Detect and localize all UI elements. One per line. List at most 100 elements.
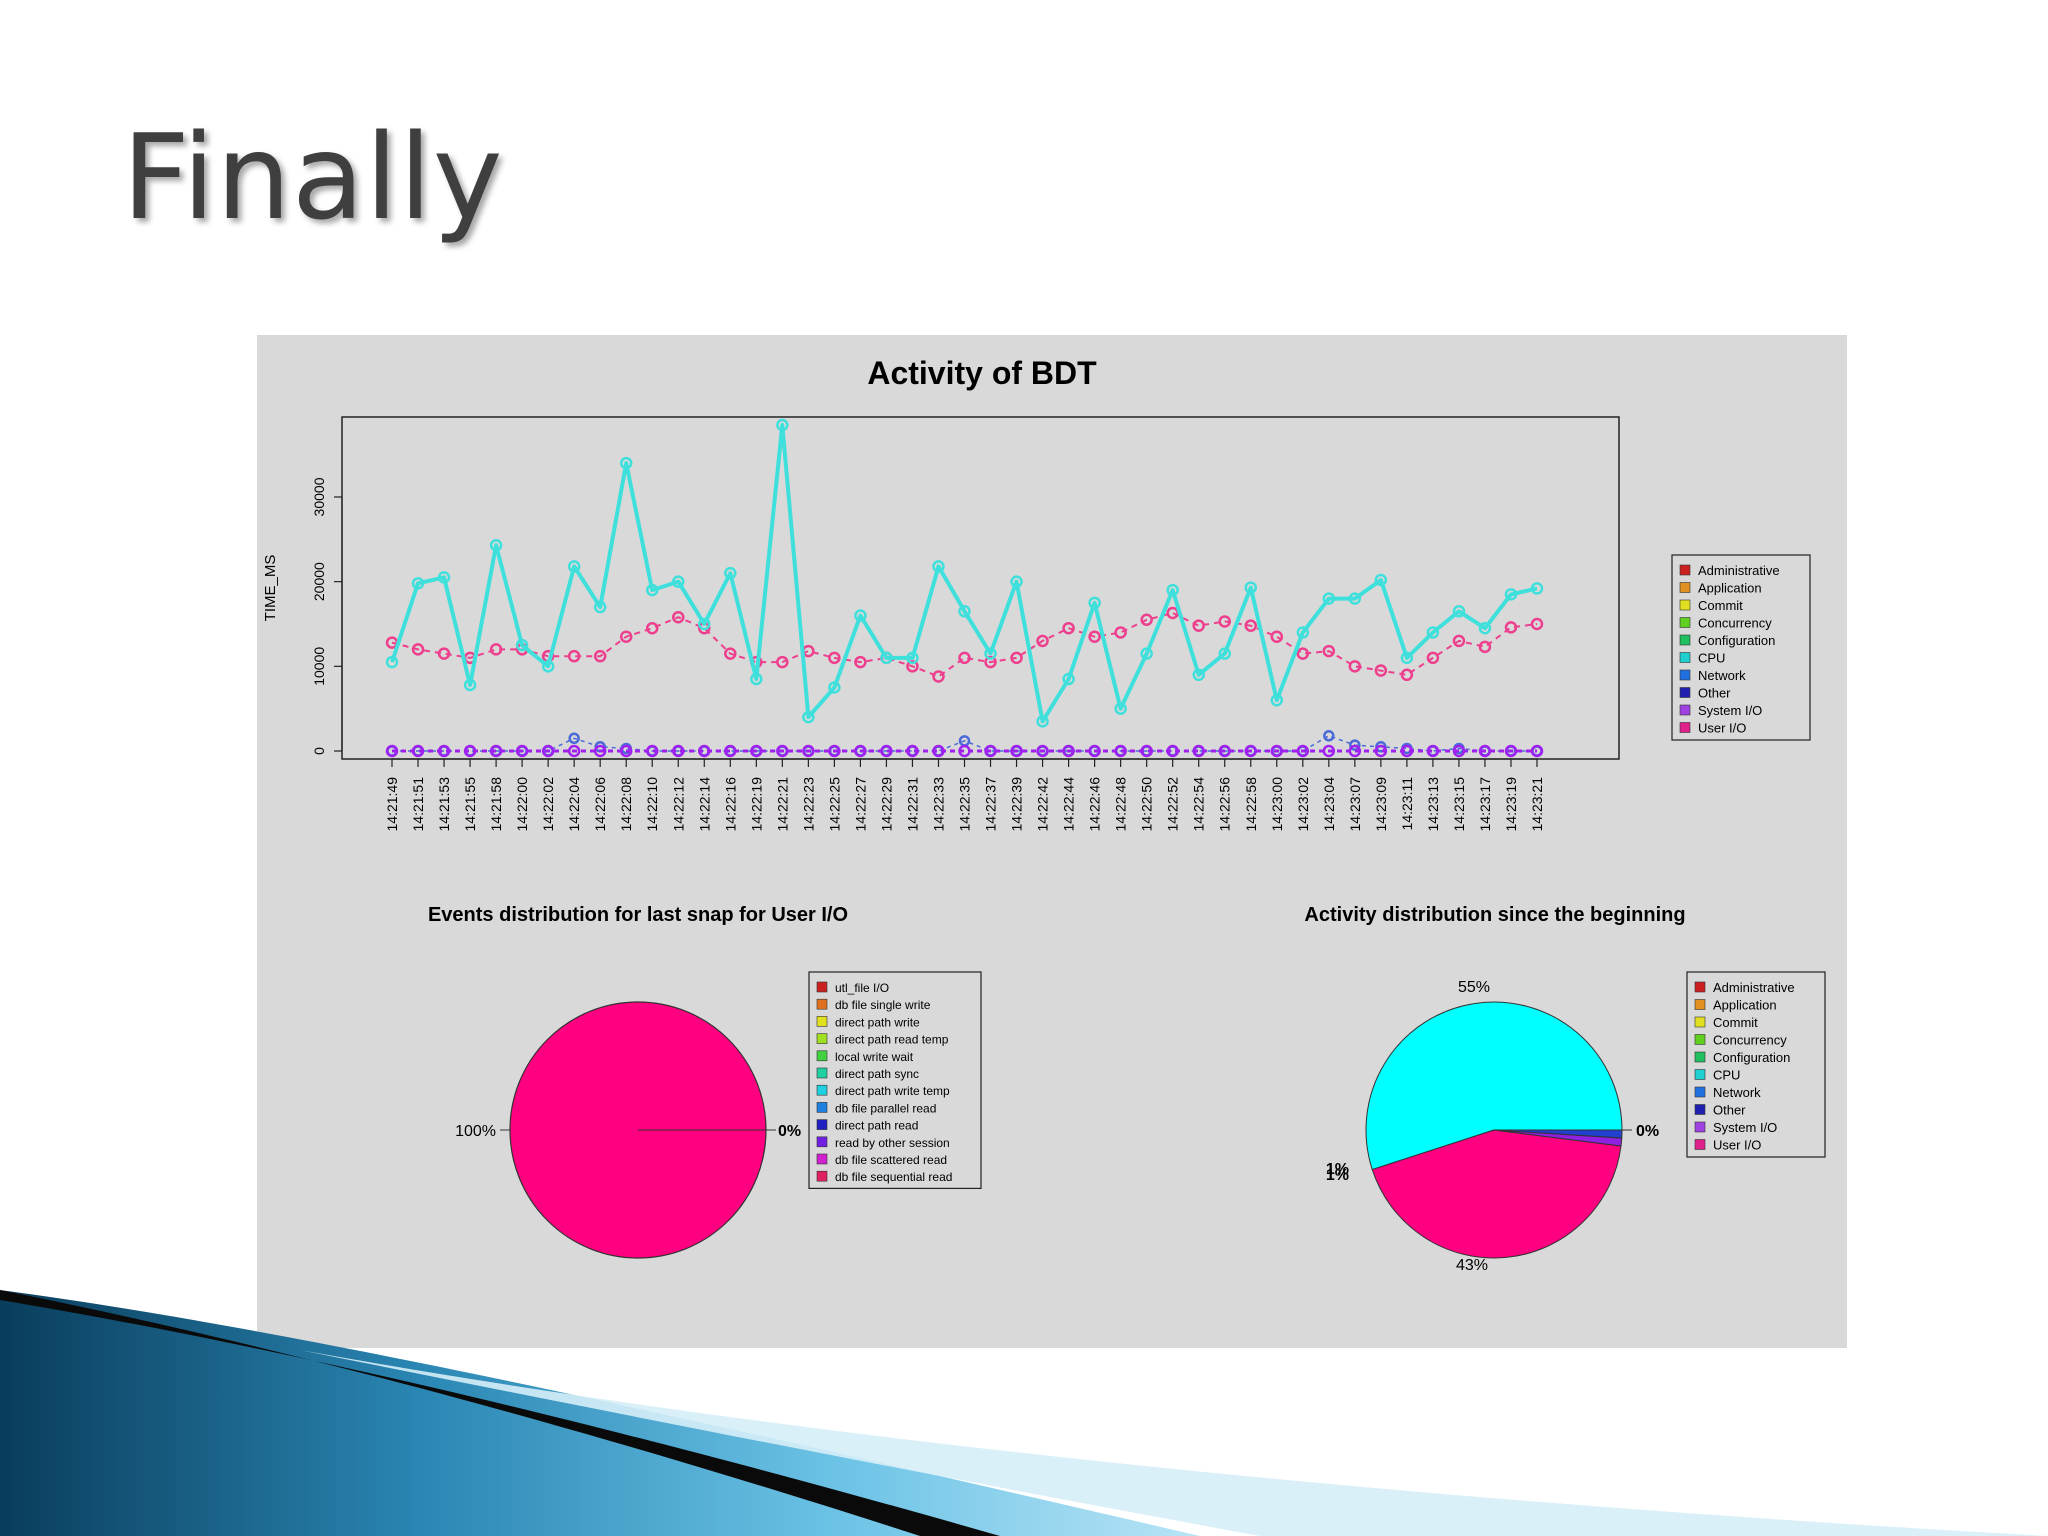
series-point-system-i-o (984, 744, 997, 758)
chart-svg: Activity of BDT TIME_MS 0 10000 20000 30000… (262, 355, 1826, 1274)
series-line-network (392, 735, 1537, 752)
line-x-tick-label: 14:22:29 (878, 777, 894, 832)
series-point-user-i-o (906, 660, 919, 673)
legend-swatch (816, 1102, 828, 1113)
line-y-tick-label: 10000 (311, 647, 327, 686)
legend-label: db file scattered read (835, 1153, 947, 1167)
series-point-system-i-o (724, 744, 737, 758)
line-x-tick-label: 14:21:51 (410, 777, 426, 832)
series-point-cpu (515, 638, 529, 652)
series-point-system-i-o (619, 744, 633, 758)
legend-label: Commit (1713, 1015, 1758, 1030)
series-point-system-i-o (750, 744, 763, 758)
legend-label: db file single write (835, 998, 931, 1012)
series-point-user-i-o (619, 630, 633, 643)
series-point-user-i-o (1530, 617, 1544, 631)
series-point-system-i-o (1504, 744, 1518, 758)
series-point-cpu (1244, 581, 1257, 594)
line-x-tick-label: 14:22:14 (696, 777, 712, 832)
legend-label: utl_file I/O (835, 981, 889, 995)
series-point-cpu (1504, 588, 1518, 601)
series-point-system-i-o (1166, 744, 1179, 758)
line-x-tick-label: 14:22:54 (1191, 777, 1207, 832)
line-legend: Administrative Application Commit Concurren… (1671, 554, 1811, 741)
line-chart-title: Activity of BDT (867, 355, 1097, 391)
series-point-user-i-o (1244, 619, 1257, 632)
line-x-tick-label: 14:23:11 (1399, 777, 1415, 831)
series-point-user-i-o (1270, 630, 1284, 643)
legend-swatch (1694, 981, 1706, 993)
pie1-group: 100% 0% (455, 1001, 801, 1259)
series-point-cpu (672, 575, 685, 588)
line-y-axis-label: TIME_MS (262, 555, 279, 622)
legend-swatch (816, 1067, 828, 1079)
series-point-user-i-o (984, 655, 997, 669)
series-point-user-i-o (645, 621, 659, 635)
legend-label: direct path sync (835, 1067, 919, 1081)
series-point-network (1323, 730, 1335, 742)
legend-swatch (816, 998, 828, 1010)
series-point-cpu (880, 651, 893, 665)
legend-swatch (816, 1016, 828, 1027)
series-point-system-i-o (437, 744, 451, 758)
series-point-cpu (1374, 573, 1388, 587)
legend-swatch (1694, 1139, 1706, 1150)
series-point-cpu (1218, 647, 1231, 660)
line-x-tick-label: 14:22:23 (800, 777, 816, 832)
series-line-cpu (390, 423, 1538, 724)
series-point-system-i-o (1270, 744, 1284, 758)
legend-box (808, 971, 982, 1189)
legend-label: CPU (1713, 1068, 1740, 1083)
slide-title: Finally (122, 108, 504, 246)
series-point-network (568, 732, 580, 745)
pie2-slice (1371, 1129, 1622, 1259)
pie1-slice-label: 0% (778, 1123, 801, 1140)
legend-label: direct path write temp (835, 1084, 950, 1098)
series-point-user-i-o (828, 651, 841, 665)
series-point-cpu (1478, 621, 1492, 635)
series-point-system-i-o (828, 744, 841, 758)
line-x-tick-label: 14:22:44 (1061, 777, 1077, 832)
pie2-group: 55% 43% 1%1% 0% (1326, 979, 1659, 1274)
series-point-system-i-o (802, 744, 815, 758)
series-point-system-i-o (906, 744, 919, 758)
series-point-system-i-o (1400, 744, 1414, 758)
line-x-tick-label: 14:21:58 (488, 777, 504, 832)
line-x-tick-label: 14:21:49 (384, 777, 400, 832)
pie1-title: Events distribution for last snap for Us… (428, 904, 848, 926)
line-x-tick-label: 14:23:15 (1451, 777, 1467, 832)
line-x-tick-label: 14:22:27 (852, 777, 868, 832)
series-point-cpu (567, 560, 581, 573)
series-point-cpu (1140, 647, 1153, 660)
legend-swatch (1694, 1069, 1706, 1080)
series-point-user-i-o (593, 649, 607, 663)
legend-swatch (1679, 599, 1691, 611)
line-x-tick-label: 14:22:31 (904, 777, 920, 832)
series-point-system-i-o (776, 744, 789, 758)
series-point-cpu (750, 672, 763, 686)
line-x-tick-label: 14:22:37 (983, 777, 999, 832)
line-x-tick-label: 14:23:17 (1477, 777, 1493, 832)
series-point-cpu (1010, 575, 1023, 588)
series-point-system-i-o (567, 744, 581, 758)
line-x-tick-label: 14:22:16 (722, 777, 738, 832)
legend-swatch (816, 1050, 828, 1062)
line-x-tick-label: 14:22:25 (826, 777, 842, 832)
series-point-system-i-o (645, 744, 659, 758)
legend-swatch (1694, 1034, 1706, 1045)
series-point-cpu (1270, 693, 1284, 707)
legend-box (1671, 554, 1811, 741)
legend-label: read by other session (835, 1136, 950, 1150)
series-point-cpu (645, 583, 659, 597)
series-point-cpu (1322, 592, 1336, 605)
series-point-system-i-o (411, 744, 425, 758)
series-point-user-i-o (411, 643, 425, 656)
series-point-cpu (1036, 715, 1049, 728)
series-point-system-i-o (1478, 744, 1492, 758)
line-y-tick-label: 20000 (311, 562, 327, 601)
series-point-system-i-o (880, 744, 893, 758)
series-point-system-i-o (593, 744, 607, 758)
legend-label: direct path read (835, 1119, 918, 1133)
series-point-system-i-o (1140, 744, 1153, 758)
series-point-user-i-o (802, 644, 815, 658)
